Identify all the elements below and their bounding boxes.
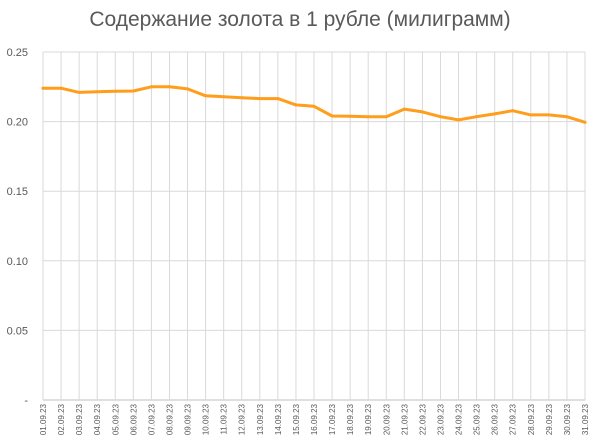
x-tick-label: 10.09.23 [202, 403, 211, 435]
x-tick-label: 09.09.23 [184, 403, 193, 435]
data-point [258, 97, 262, 101]
data-point [168, 85, 171, 89]
x-tick-label: 18.09.23 [346, 403, 355, 435]
data-point [330, 114, 334, 118]
x-tick-label: 14.09.23 [274, 403, 283, 435]
x-tick-label: 28.09.23 [527, 403, 536, 435]
grid-layer [42, 51, 586, 401]
x-tick-label: 27.09.23 [509, 403, 518, 435]
data-point [475, 115, 479, 119]
x-tick-label: 17.09.23 [328, 403, 337, 435]
data-point [402, 107, 406, 111]
data-point [240, 96, 244, 100]
data-point [294, 103, 298, 107]
data-point [565, 115, 569, 119]
data-point [583, 120, 587, 124]
y-axis: - 0.05 0.10 0.15 0.20 0.25 [7, 47, 29, 407]
data-point [493, 112, 497, 116]
x-tick-label: 16.09.23 [310, 403, 319, 435]
x-tick-label: 19.09.23 [364, 403, 373, 435]
data-point [149, 85, 153, 89]
x-tick-label: 05.09.23 [111, 403, 120, 435]
data-point [348, 114, 352, 118]
data-point [186, 87, 189, 91]
x-tick-label: 21.09.23 [400, 403, 409, 435]
x-tick-label: 07.09.23 [147, 403, 156, 435]
data-point [276, 97, 280, 101]
x-tick-label: 11.09.23 [220, 403, 229, 434]
y-tick-label: 0.20 [7, 117, 28, 129]
y-tick-label: 0.05 [7, 325, 28, 337]
data-point [457, 118, 460, 122]
series-layer [41, 85, 587, 124]
data-point [204, 94, 208, 98]
x-tick-label: 02.09.23 [57, 403, 66, 435]
y-tick-label: 0.10 [7, 256, 28, 268]
data-point [511, 109, 515, 113]
data-point [366, 115, 370, 119]
data-point [222, 95, 226, 99]
y-tick-label: - [24, 395, 28, 407]
data-point [547, 113, 551, 117]
data-point [439, 115, 442, 119]
data-point [95, 90, 99, 94]
data-point [41, 86, 45, 90]
data-point [59, 86, 63, 90]
x-tick-label: 03.09.23 [75, 403, 84, 435]
x-tick-label: 24.09.23 [455, 403, 464, 435]
x-tick-label: 20.09.23 [382, 403, 391, 435]
data-point [131, 89, 135, 93]
y-tick-label: 0.15 [7, 186, 28, 198]
data-point [384, 115, 388, 119]
x-tick-label: 22.09.23 [418, 403, 427, 435]
x-tick-label: 29.09.23 [545, 403, 554, 435]
x-tick-label: 30.09.23 [563, 403, 572, 435]
x-tick-label: 15.09.23 [292, 403, 301, 435]
data-point [529, 113, 533, 117]
x-tick-label: 12.09.23 [238, 403, 247, 435]
x-tick-label: 26.09.23 [491, 403, 500, 435]
data-point [113, 89, 117, 93]
x-tick-label: 08.09.23 [165, 403, 174, 435]
chart-title: Содержание золота в 1 рубле (милиграмм) [89, 8, 511, 31]
data-point [312, 104, 316, 108]
x-tick-label: 06.09.23 [129, 403, 138, 435]
x-axis: 01.09.23 02.09.23 03.09.23 04.09.23 05.09.23… [39, 403, 590, 435]
x-tick-label: 25.09.23 [473, 403, 482, 435]
y-tick-label: 0.25 [7, 47, 28, 59]
data-point [77, 90, 81, 94]
x-tick-label: 23.09.23 [436, 403, 445, 435]
x-tick-label: 13.09.23 [256, 403, 265, 435]
x-tick-label: 31.09.23 [581, 403, 590, 435]
x-tick-label: 01.09.23 [39, 403, 48, 435]
x-tick-label: 04.09.23 [93, 403, 102, 435]
data-point [420, 110, 424, 114]
